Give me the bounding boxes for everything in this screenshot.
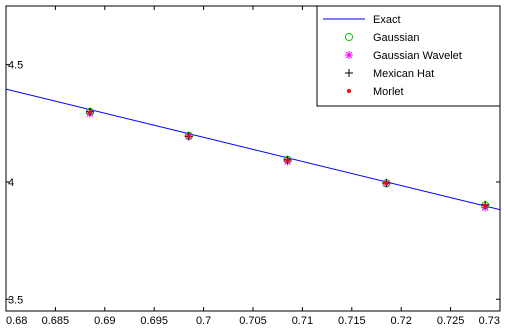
x-tick-label: 0.72 xyxy=(390,315,411,327)
x-tick-label: 0.715 xyxy=(338,315,366,327)
x-tick-label: 0.71 xyxy=(292,315,313,327)
x-tick-label: 0.69 xyxy=(94,315,115,327)
point-morlet xyxy=(384,181,389,186)
legend-swatch-gaussian-wavelet xyxy=(345,51,353,59)
legend-label-mexican-hat: Mexican Hat xyxy=(373,68,434,80)
legend-label-gaussian-wavelet: Gaussian Wavelet xyxy=(373,50,462,62)
y-tick-label: 4 xyxy=(8,177,14,189)
x-tick-label: 0.705 xyxy=(239,315,267,327)
x-tick-label: 0.68 xyxy=(6,315,27,327)
legend-label-exact: Exact xyxy=(373,14,401,26)
legend-label-gaussian: Gaussian xyxy=(373,32,419,44)
x-tick-label: 0.685 xyxy=(42,315,70,327)
y-tick-label: 3.5 xyxy=(8,294,23,306)
point-morlet xyxy=(483,203,488,208)
legend-swatch-morlet xyxy=(347,89,351,93)
x-axis: 0.68 0.685 0.69 0.695 0.7 0.705 0.71 0.715 0.72 0… xyxy=(5,6,501,327)
legend: Exact Gaussian Gaussian Wavelet Mexican Hat… xyxy=(316,5,501,107)
y-tick-label: 4.5 xyxy=(8,60,23,72)
legend-label-morlet: Morlet xyxy=(373,86,404,98)
point-morlet xyxy=(285,158,290,163)
legend-swatch-gaussian xyxy=(344,32,354,42)
x-tick-label: 0.7 xyxy=(196,315,211,327)
legend-swatch-mexican-hat xyxy=(345,69,353,77)
x-tick-label: 0.695 xyxy=(140,315,168,327)
series-layer xyxy=(6,88,500,212)
point-morlet xyxy=(186,133,191,138)
series-line-exact xyxy=(6,88,500,211)
x-tick-label: 0.725 xyxy=(437,315,465,327)
y-axis: 3.5 4 4.5 xyxy=(6,60,500,306)
x-tick-label: 0.73 xyxy=(479,315,500,327)
point-morlet xyxy=(87,110,92,115)
